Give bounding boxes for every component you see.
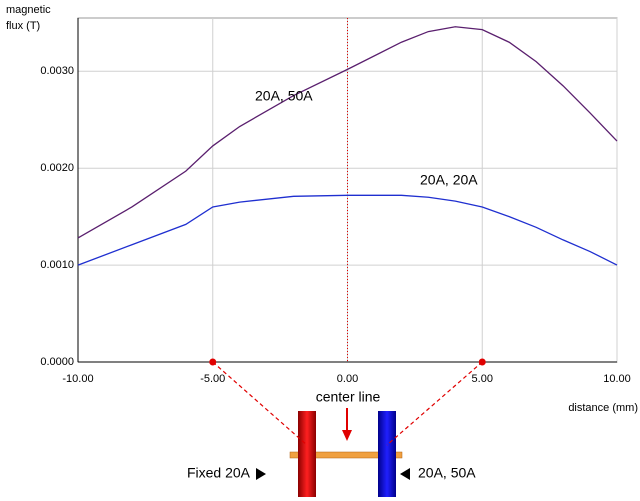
fixed-coil xyxy=(298,411,316,497)
series-line xyxy=(77,194,618,266)
moving-coil xyxy=(378,411,396,497)
series-line xyxy=(77,26,618,239)
right-label: 20A, 50A xyxy=(418,465,476,481)
y-axis-label: magnetic xyxy=(6,4,51,16)
y-tick-label: 0.0030 xyxy=(40,65,74,77)
coil-leader xyxy=(386,361,483,446)
y-axis-label: flux (T) xyxy=(6,20,40,32)
rod xyxy=(289,451,403,459)
y-tick-label: 0.0010 xyxy=(40,259,74,271)
left-label: Fixed 20A xyxy=(187,465,251,481)
x-tick-label: -5.00 xyxy=(200,373,225,385)
coil-leader xyxy=(212,361,308,446)
x-tick-label: 0.00 xyxy=(337,373,358,385)
series-annotation: 20A, 20A xyxy=(420,172,478,188)
x-tick-label: -10.00 xyxy=(62,373,93,385)
right-pointer xyxy=(400,468,410,480)
x-tick-label: 10.00 xyxy=(603,373,631,385)
x-axis-label: distance (mm) xyxy=(568,402,638,414)
y-tick-label: 0.0000 xyxy=(40,356,74,368)
x-tick-label: 5.00 xyxy=(472,373,493,385)
y-tick-label: 0.0020 xyxy=(40,162,74,174)
series-annotation: 20A, 50A xyxy=(255,88,313,104)
center-label: center line xyxy=(316,389,381,405)
center-arrow-head xyxy=(342,430,352,441)
coil-position xyxy=(209,358,217,366)
left-pointer xyxy=(256,468,266,480)
coil-position xyxy=(478,358,486,366)
